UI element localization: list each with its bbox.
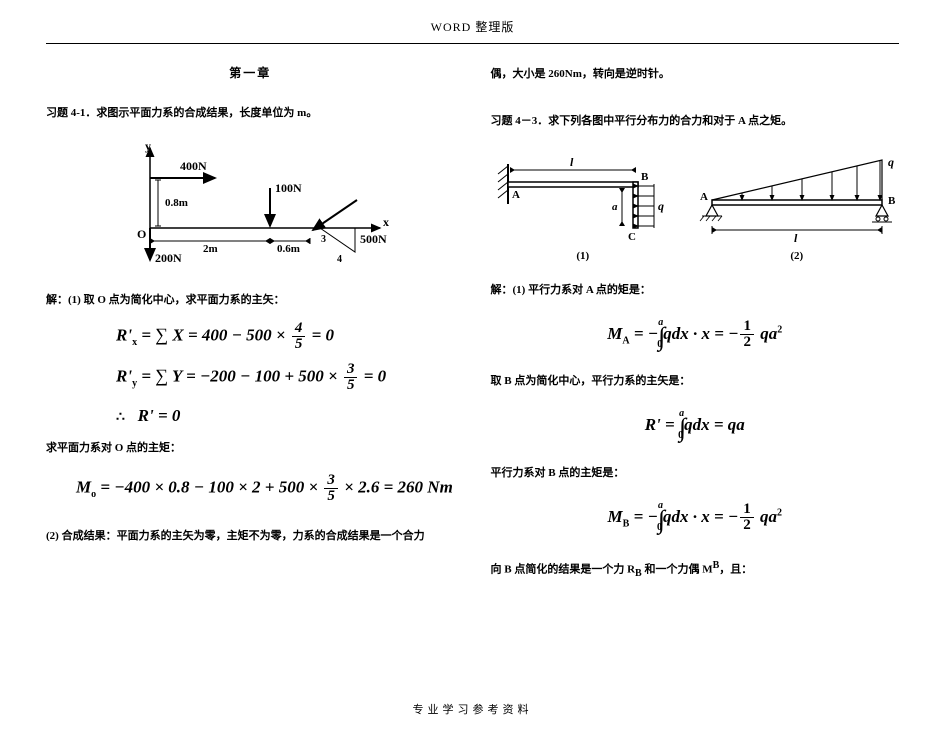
svg-text:B: B	[888, 195, 896, 207]
eq-rx: R'x = ∑ X = 400 − 500 × 45 = 0	[116, 321, 455, 352]
tri-4: 4	[337, 254, 342, 265]
force-100: 100N	[275, 181, 302, 195]
dim-2m: 2m	[203, 243, 218, 255]
eq-MA: MA = −∫0aqdx · x = −12 qa2	[491, 315, 900, 358]
right-column: 偶，大小是 260Nm，转向是逆时针。 习题 4－3．求下列各图中平行分布力的合…	[473, 64, 916, 591]
sec-B-center: 取 B 点为简化中心，平行力系的主矢是：	[491, 371, 900, 392]
svg-text:A: A	[512, 189, 520, 201]
force-400: 400N	[180, 159, 207, 173]
svg-text:q: q	[658, 199, 664, 213]
svg-text:l: l	[570, 155, 574, 169]
problem-4-1: 习题 4-1．求图示平面力系的合成结果，长度单位为 m。	[46, 103, 455, 124]
page-header: WORD 整理版	[0, 0, 945, 39]
force-200: 200N	[155, 251, 182, 265]
left-column: 第一章 习题 4-1．求图示平面力系的合成结果，长度单位为 m。 y x O 4…	[30, 64, 473, 591]
eq-MB: MB = −∫0aqdx · x = −12 qa2	[491, 498, 900, 541]
sec-MB: 平行力系对 B 点的主矩是：	[491, 463, 900, 484]
continuation-text: 偶，大小是 260Nm，转向是逆时针。	[491, 64, 900, 85]
tri-3: 3	[321, 234, 326, 245]
svg-text:A: A	[700, 191, 708, 203]
svg-text:l: l	[794, 231, 798, 245]
page-footer: 专业学习参考资料	[0, 701, 945, 717]
figure-4-1: y x O 400N 0.8m 200N 100N	[46, 138, 455, 272]
solution-43-1-head: 解：(1) 平行力系对 A 点的矩是：	[491, 280, 900, 301]
svg-text:q: q	[888, 155, 894, 169]
force-500: 500N	[360, 232, 387, 246]
solution-1b-head: 求平面力系对 O 点的主矩：	[46, 438, 455, 459]
dim-08m: 0.8m	[165, 197, 188, 209]
sec-result-B: 向 B 点简化的结果是一个力 RB 和一个力偶 MB，且：	[491, 556, 900, 583]
eq-mo: Mo = −400 × 0.8 − 100 × 2 + 500 × 35 × 2…	[76, 473, 455, 504]
svg-text:C: C	[628, 231, 636, 243]
svg-text:a: a	[612, 201, 618, 213]
svg-text:B: B	[641, 171, 649, 183]
problem-4-3: 习题 4－3．求下列各图中平行分布力的合力和对于 A 点之矩。	[491, 111, 900, 132]
content: 第一章 习题 4-1．求图示平面力系的合成结果，长度单位为 m。 y x O 4…	[0, 44, 945, 591]
fig2-caption: (2)	[692, 250, 902, 262]
figure-4-3-2: q A B	[692, 146, 902, 262]
solution-1-head: 解：(1) 取 O 点为简化中心，求平面力系的主矢：	[46, 290, 455, 311]
figures-4-3: q l a A B C (1)	[491, 146, 900, 262]
chapter-title: 第一章	[46, 64, 455, 81]
eq-rzero: ∴ R' = 0	[116, 403, 455, 429]
eq-ry: R'y = ∑ Y = −200 − 100 + 500 × 35 = 0	[116, 362, 455, 393]
origin-label: O	[137, 227, 146, 241]
dim-06m: 0.6m	[277, 243, 300, 255]
solution-2-head: (2) 合成结果：平面力系的主矢为零，主矩不为零，力系的合成结果是一个合力	[46, 526, 455, 547]
fig1-caption: (1)	[488, 250, 678, 262]
axis-y-label: y	[145, 139, 151, 153]
eq-R: R' = ∫0aqdx = qa	[491, 406, 900, 449]
axis-x-label: x	[383, 215, 389, 229]
figure-4-3-1: q l a A B C (1)	[488, 146, 678, 262]
